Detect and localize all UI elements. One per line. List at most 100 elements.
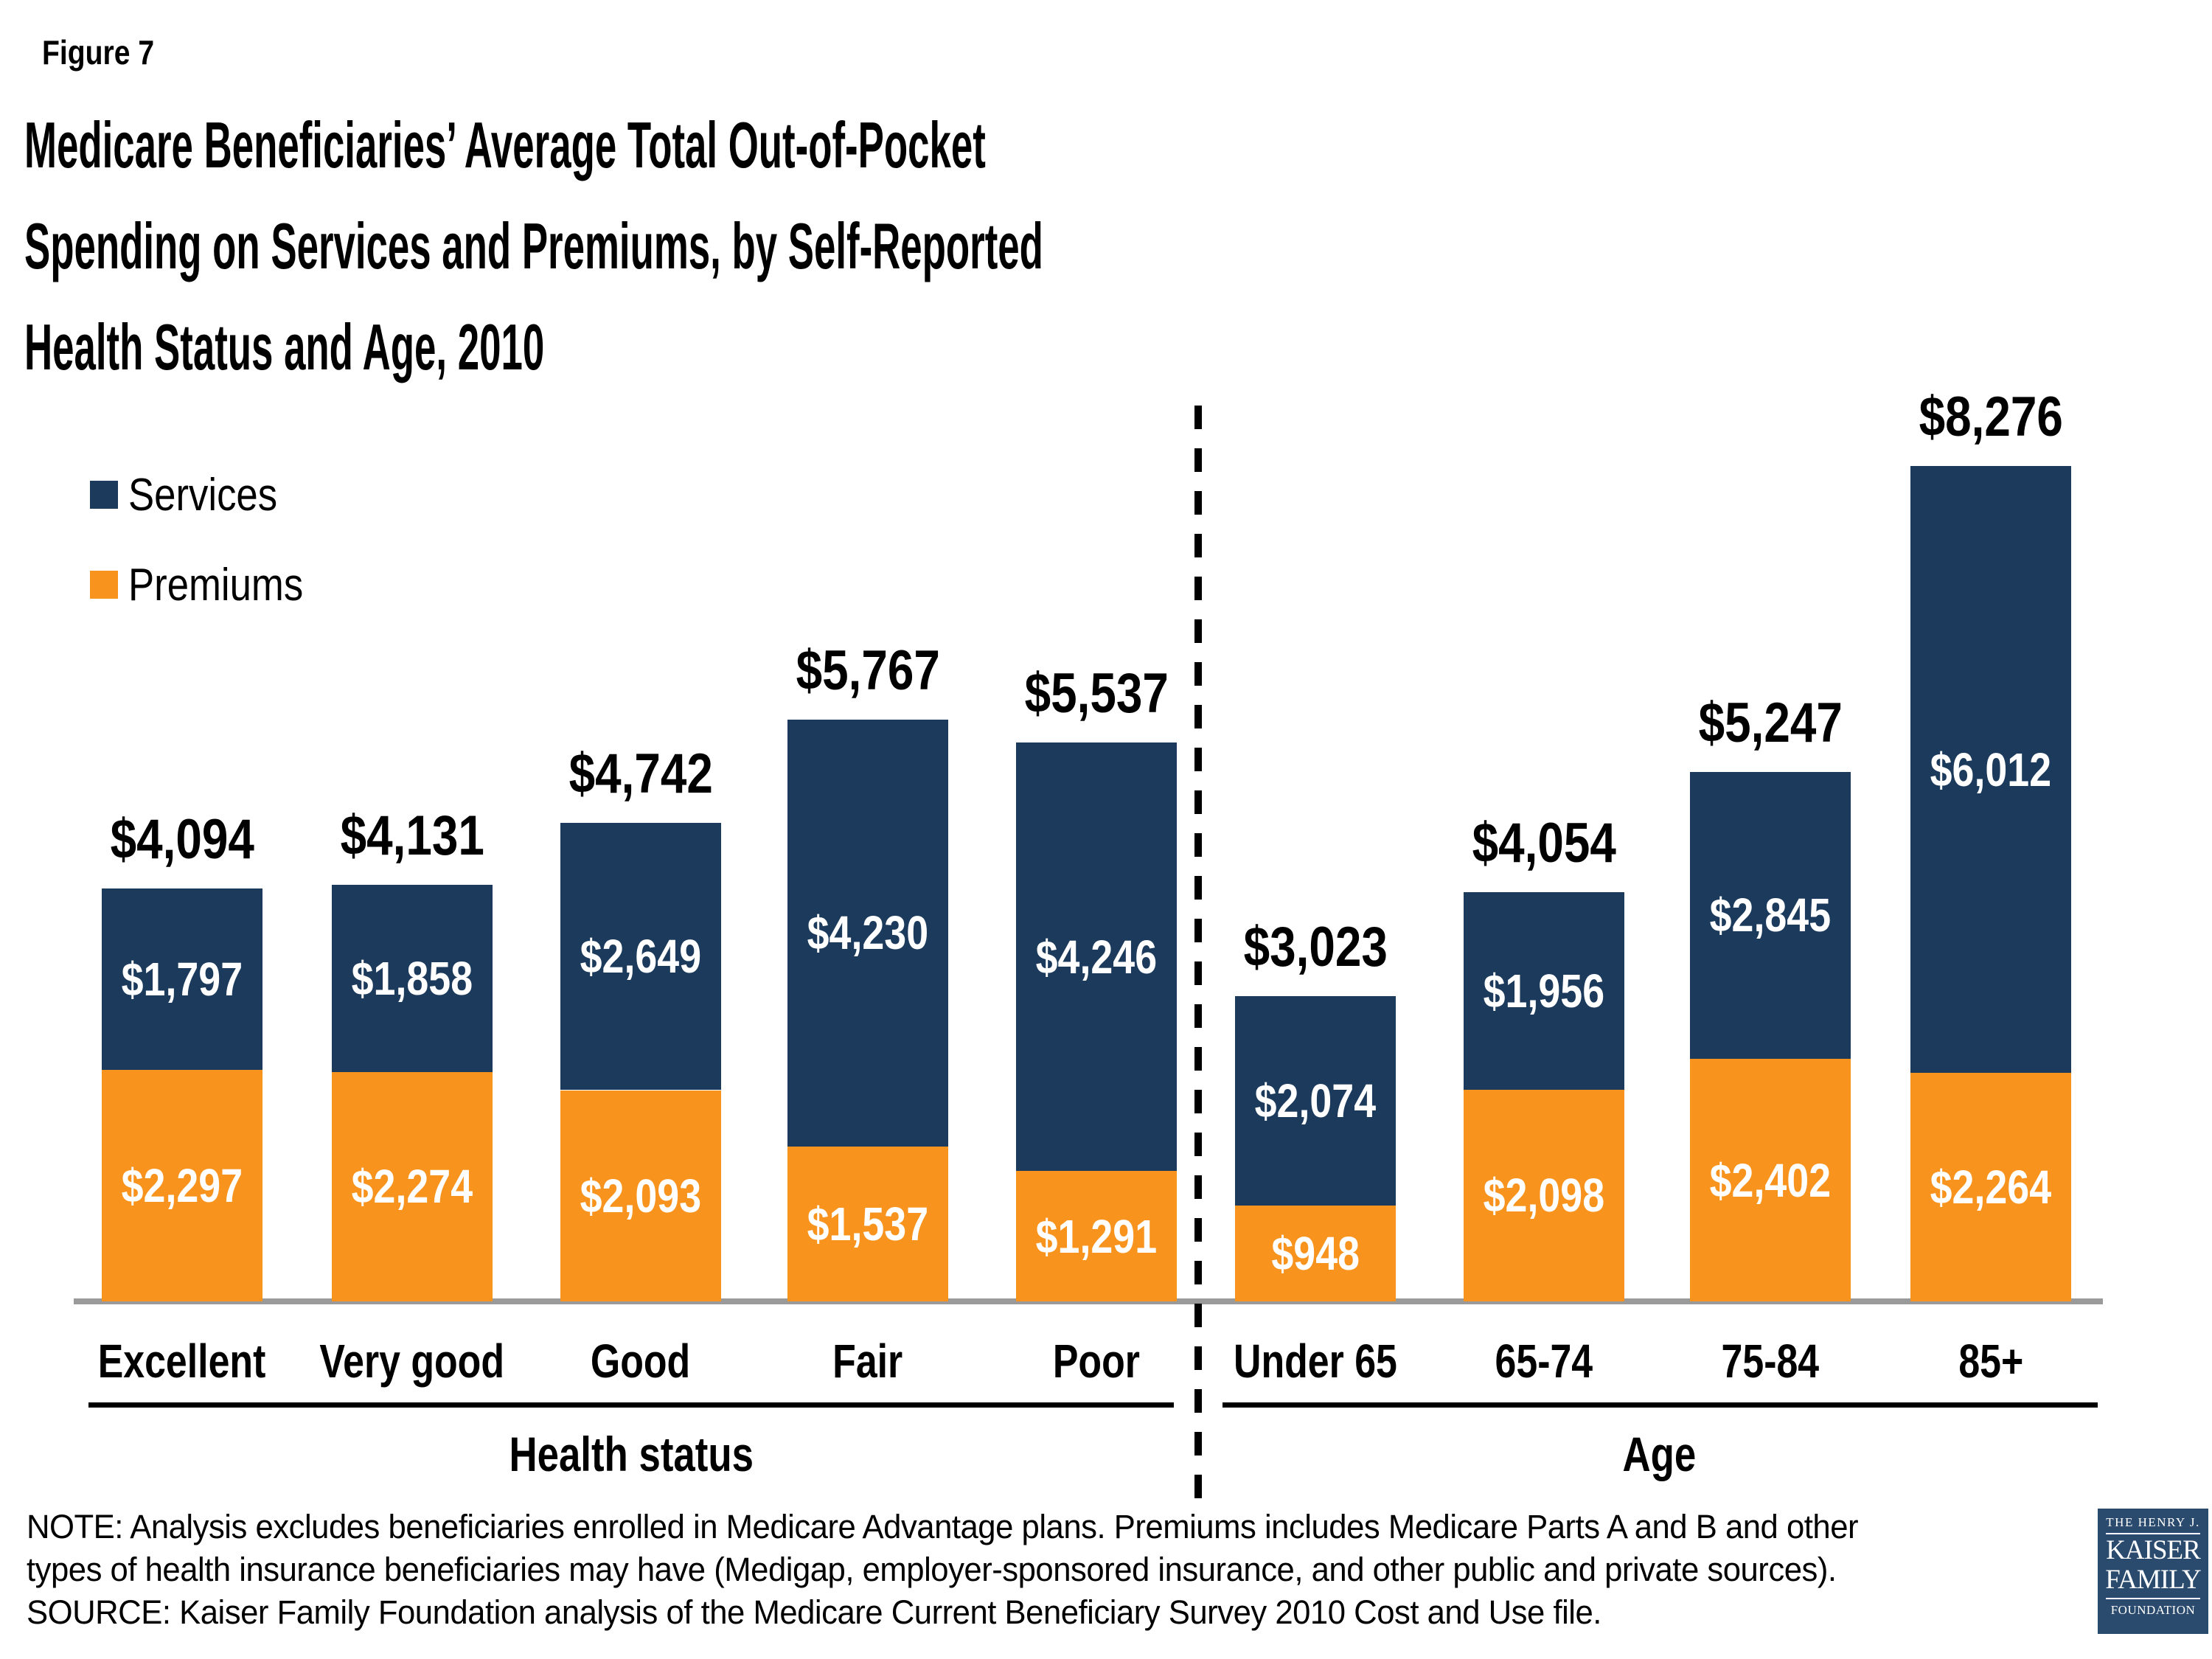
x-axis-label-poor-text: Poor <box>1052 1335 1141 1388</box>
figure-number-label: Figure 7 <box>42 32 174 72</box>
bar-good-total-label: $4,742 <box>545 745 737 801</box>
bar-excellent-premiums-label-text: $2,297 <box>121 1158 243 1212</box>
bar-65-74-total-label-text: $4,054 <box>1472 812 1616 874</box>
bar-good-services-segment <box>560 822 721 1091</box>
group-divider-dashed-line <box>1194 406 1202 1508</box>
x-axis-label-excellent-text: Excellent <box>98 1335 266 1388</box>
bar-fair-premiums-segment <box>787 1146 948 1301</box>
kff-logo-rule-top <box>2106 1533 2200 1534</box>
bar-under-65-total-label-text: $3,023 <box>1243 916 1388 979</box>
legend-premiums-label: Premiums <box>128 559 334 612</box>
note-line-2: types of health insurance beneficiaries … <box>27 1551 1837 1588</box>
bar-75-84-premiums-label-text: $2,402 <box>1709 1153 1832 1207</box>
x-axis-label-fair-text: Fair <box>832 1335 903 1388</box>
x-axis-label-85--text: 85+ <box>1958 1335 2023 1388</box>
x-axis-label-under-65: Under 65 <box>1197 1335 1433 1387</box>
age-group-text: Age <box>1622 1427 1696 1481</box>
bar-under-65-total-label: $3,023 <box>1220 916 1411 979</box>
bar-very-good-premiums-label: $2,274 <box>316 1160 508 1213</box>
bar-65-74-total-label: $4,054 <box>1448 812 1640 874</box>
bar-under-65-premiums-segment <box>1235 1206 1396 1301</box>
legend-premiums-swatch-icon <box>90 571 118 599</box>
kff-logo-rule-bottom <box>2106 1598 2200 1599</box>
bar-very-good-services-label-text: $1,858 <box>351 951 473 1005</box>
bar-very-good-total-label: $4,131 <box>316 807 508 863</box>
bar-fair-services-segment <box>787 719 948 1147</box>
bar-65-74-premiums-label: $2,098 <box>1448 1169 1640 1222</box>
x-axis-label-excellent: Excellent <box>64 1335 300 1387</box>
bar-poor-services-label: $4,246 <box>1001 931 1192 984</box>
bar-under-65-services-segment <box>1235 996 1396 1206</box>
note-block: NOTE: Analysis excludes beneficiaries en… <box>27 1506 1915 1634</box>
x-axis-label-75-84-text: 75-84 <box>1721 1335 1820 1388</box>
title-line-1: Medicare Beneficiaries’ Average Total Ou… <box>24 108 986 181</box>
bar-65-74-premiums-label-text: $2,098 <box>1483 1169 1605 1222</box>
bar-85--services-label: $6,012 <box>1895 743 2087 796</box>
bar-excellent-services-label-text: $1,797 <box>121 952 243 1006</box>
bar-75-84-services-label: $2,845 <box>1674 888 1866 942</box>
title-line-2: Spending on Services and Premiums, by Se… <box>24 209 1043 282</box>
x-axis-label-fair: Fair <box>750 1335 986 1387</box>
bar-65-74-services-label: $1,956 <box>1448 964 1640 1018</box>
bar-65-74-premiums-segment <box>1464 1089 1624 1301</box>
bar-under-65-services-label: $2,074 <box>1220 1074 1411 1127</box>
bar-65-74-services-label-text: $1,956 <box>1483 964 1605 1018</box>
bar-good-services-label: $2,649 <box>545 930 737 983</box>
kff-logo-kaiser: KAISER <box>2106 1535 2201 1565</box>
bar-poor-total-label-text: $5,537 <box>1024 662 1169 725</box>
x-axis-label-under-65-text: Under 65 <box>1234 1335 1397 1388</box>
x-axis-label-good-text: Good <box>591 1335 691 1388</box>
x-axis-label-65-74: 65-74 <box>1426 1335 1662 1387</box>
bar-fair-premiums-label-text: $1,537 <box>807 1197 929 1251</box>
x-axis-label-75-84: 75-84 <box>1652 1335 1888 1387</box>
bar-excellent-premiums-segment <box>102 1069 262 1301</box>
bar-85--total-label: $8,276 <box>1895 386 2087 448</box>
bar-85--total-label-text: $8,276 <box>1919 386 2063 448</box>
kff-logo-line1: THE HENRY J. <box>2106 1515 2200 1529</box>
health-status-group-line <box>88 1402 1174 1408</box>
x-axis-label-very-good: Very good <box>294 1335 530 1387</box>
bar-good-services-label-text: $2,649 <box>580 930 702 984</box>
page-title: Medicare Beneficiaries’ Average Total Ou… <box>24 94 1722 397</box>
bar-poor-total-label: $5,537 <box>1001 662 1192 725</box>
bar-poor-premiums-label-text: $1,291 <box>1035 1209 1158 1263</box>
bar-under-65-premiums-label-text: $948 <box>1271 1227 1360 1281</box>
kff-logo-foundation: FOUNDATION <box>2110 1603 2196 1617</box>
x-axis-line <box>74 1298 2103 1304</box>
bar-very-good-premiums-label-text: $2,274 <box>351 1160 473 1214</box>
note-line-3: SOURCE: Kaiser Family Foundation analysi… <box>27 1593 1601 1631</box>
bar-75-84-services-label-text: $2,845 <box>1709 888 1832 942</box>
bar-85--premiums-label-text: $2,264 <box>1930 1161 2052 1214</box>
bar-85--premiums-label: $2,264 <box>1895 1161 2087 1214</box>
bar-very-good-services-label: $1,858 <box>316 952 508 1005</box>
bar-poor-premiums-label: $1,291 <box>1001 1210 1192 1263</box>
title-line-3: Health Status and Age, 2010 <box>24 310 545 383</box>
x-axis-label-65-74-text: 65-74 <box>1495 1335 1593 1388</box>
x-axis-label-85-: 85+ <box>1873 1335 2109 1387</box>
x-axis-label-poor: Poor <box>978 1335 1214 1387</box>
bar-excellent-total-label: $4,094 <box>86 807 278 871</box>
health-status-group-label: Health status <box>410 1427 852 1481</box>
bar-good-premiums-label: $2,093 <box>545 1169 737 1222</box>
bar-poor-services-label-text: $4,246 <box>1035 930 1158 984</box>
age-group-label: Age <box>1438 1427 1880 1481</box>
bar-75-84-premiums-segment <box>1690 1059 1851 1301</box>
legend-services-text: Services <box>128 470 278 521</box>
x-axis-label-very-good-text: Very good <box>319 1335 505 1388</box>
bar-under-65-services-label-text: $2,074 <box>1254 1074 1377 1128</box>
bar-very-good-premiums-segment <box>332 1071 493 1301</box>
bar-good-premiums-label-text: $2,093 <box>580 1169 702 1222</box>
bar-fair-premiums-label: $1,537 <box>772 1197 964 1251</box>
bar-75-84-services-segment <box>1690 771 1851 1060</box>
bar-75-84-premiums-label: $2,402 <box>1674 1154 1866 1207</box>
bar-fair-services-label: $4,230 <box>772 906 964 959</box>
bar-75-84-total-label-text: $5,247 <box>1698 691 1843 754</box>
bar-excellent-total-label-text: $4,094 <box>110 807 254 871</box>
bar-under-65-premiums-label: $948 <box>1220 1227 1411 1280</box>
note-line-1: NOTE: Analysis excludes beneficiaries en… <box>27 1508 1859 1545</box>
bar-75-84-total-label: $5,247 <box>1674 691 1866 754</box>
legend-services-swatch-icon <box>90 481 118 509</box>
bar-65-74-services-segment <box>1464 892 1624 1090</box>
kff-logo: THE HENRY J. KAISER FAMILY FOUNDATION <box>2098 1509 2208 1634</box>
